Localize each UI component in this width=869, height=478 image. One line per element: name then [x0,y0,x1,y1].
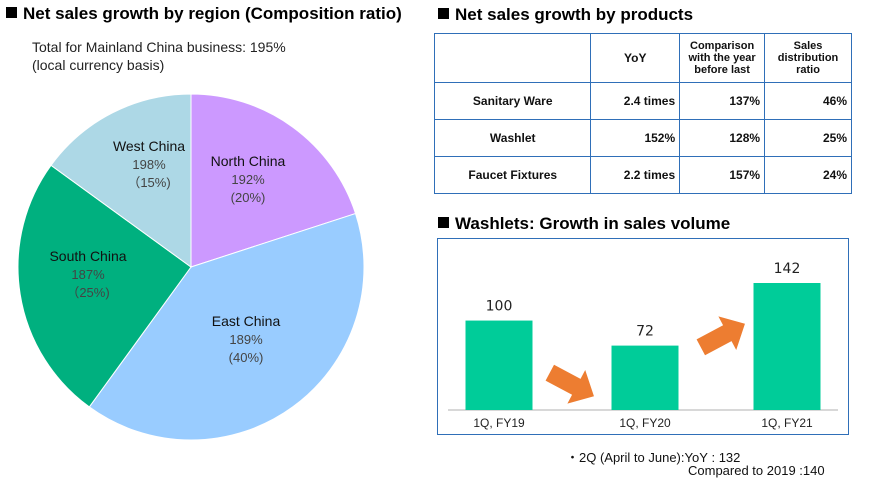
pie-label-share: (40%) [229,350,264,365]
pie-label-growth: 187% [71,267,105,282]
pie-slice-west-china [50,93,192,268]
table-row: Faucet Fixtures 2.2 times 157% 24% [433,156,852,194]
bar-3 [753,283,821,410]
table-cell-comparison: 128% [679,119,766,157]
bar-value-label: 142 [774,261,801,277]
bar-category-label: 1Q, FY19 [473,416,525,430]
washlet-note-2019: Compared to 2019 :140 [688,463,825,478]
products-table: YoY Comparison with the year before last… [433,33,852,194]
table-row: Sanitary Ware 2.4 times 137% 46% [433,82,852,120]
table-header-empty [433,33,592,83]
table-row: Washlet 152% 128% 25% [433,119,852,157]
washlet-section-title-text: Washlets: Growth in sales volume [455,214,731,233]
pie-label-growth: 192% [231,172,265,187]
bar-category-label: 1Q, FY20 [619,416,671,430]
table-cell-comparison: 157% [679,156,766,194]
washlet-section-title: Washlets: Growth in sales volume [438,214,730,234]
products-section-title-text: Net sales growth by products [455,5,694,24]
table-cell-distribution: 24% [764,156,852,194]
pie-label-growth: 198% [132,157,166,172]
table-cell-product: Sanitary Ware [433,82,592,120]
pie-slice-south-china [17,164,192,408]
bar-category-label: 1Q, FY21 [761,416,813,430]
pie-subtitle: Total for Mainland China business: 195% … [32,38,286,74]
pie-subtitle-line1: Total for Mainland China business: 195% [32,39,286,55]
pie-subtitle-line2: (local currency basis) [32,57,165,73]
washlet-chart-frame: 100 1Q, FY19 72 1Q, FY20 142 1Q, FY21 [437,238,849,435]
square-bullet-icon [6,7,17,18]
pie-slice-north-china [190,93,357,268]
pie-label-name: East China [212,313,281,329]
table-cell-comparison: 137% [679,82,766,120]
products-section-title: Net sales growth by products [438,5,693,25]
table-header-distribution: Sales distribution ratio [764,33,852,83]
bar-1 [465,320,533,410]
washlet-bar-chart: 100 1Q, FY19 72 1Q, FY20 142 1Q, FY21 [448,261,838,430]
arrow-down-icon [545,364,594,404]
table-cell-product: Washlet [433,119,592,157]
table-cell-product: Faucet Fixtures [433,156,592,194]
pie-label-share: （25%) [66,285,109,300]
square-bullet-icon [438,217,449,228]
pie-label-growth: 189% [229,332,263,347]
pie-section-title-text: Net sales growth by region (Composition … [23,4,402,23]
bar-value-label: 100 [486,299,513,315]
bar-2 [611,345,679,410]
table-cell-yoy: 2.4 times [590,82,681,120]
table-header-row: YoY Comparison with the year before last… [433,33,852,83]
pie-section-title: Net sales growth by region (Composition … [6,4,402,24]
pie-label-name: South China [49,248,126,264]
bar-value-label: 72 [636,324,654,340]
table-cell-yoy: 152% [590,119,681,157]
table-cell-yoy: 2.2 times [590,156,681,194]
pie-label-share: (20%) [231,190,266,205]
table-header-yoy: YoY [590,33,681,83]
region-pie-chart: North China 192% (20%) East China 189% (40%) S… [17,93,365,441]
pie-slice-east-china [88,212,365,441]
table-header-comparison: Comparison with the year before last [679,33,766,83]
washlet-note-yoy: ・2Q (April to June):YoY : 132 [566,450,741,465]
pie-label-name: North China [211,153,286,169]
square-bullet-icon [438,8,449,19]
pie-label-name: West China [113,138,185,154]
table-cell-distribution: 46% [764,82,852,120]
arrow-up-icon [696,316,745,356]
table-cell-distribution: 25% [764,119,852,157]
pie-label-share: （15%) [127,175,170,190]
